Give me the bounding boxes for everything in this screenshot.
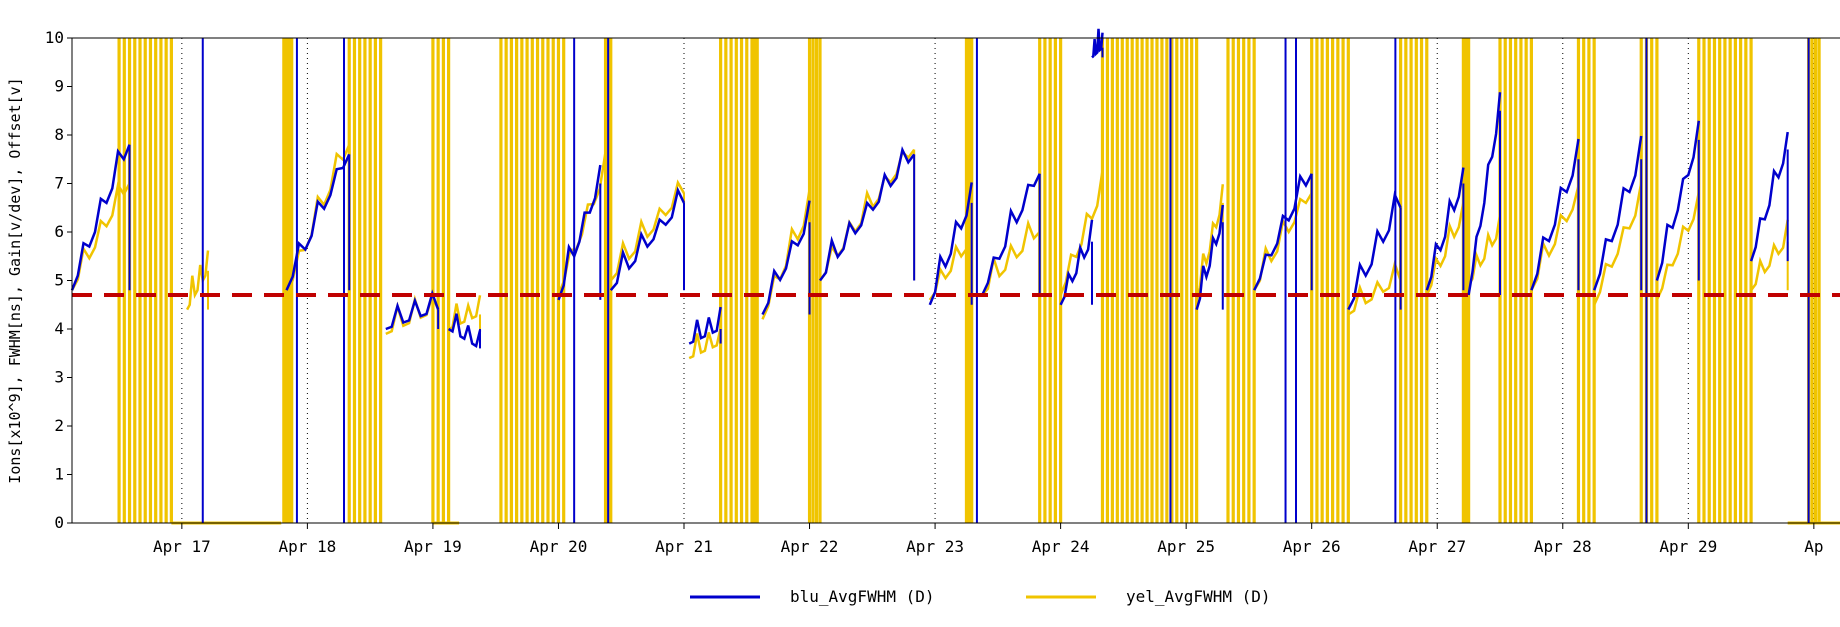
yel-ramp-7 xyxy=(609,179,686,282)
blu-ramp-22 xyxy=(1749,131,1789,262)
yel-spike-band-6 xyxy=(546,38,566,523)
yel-spike-band-1 xyxy=(117,38,173,523)
y-axis-title: Ions[x10^9], FWHM[ns], Gain[v/dev], Offs… xyxy=(6,77,24,483)
y-tick-label-10: 10 xyxy=(45,28,64,47)
yel-series-layer xyxy=(70,38,1840,525)
yel-spike-band-5 xyxy=(499,38,545,523)
legend-item-blu: blu_AvgFWHM (D) xyxy=(690,587,935,606)
x-tick-label-7: Apr 23 xyxy=(906,537,964,556)
yel-ramp-5 xyxy=(448,295,482,331)
blu-ramp-12 xyxy=(1059,219,1094,306)
x-tick-label-5: Apr 21 xyxy=(655,537,713,556)
blu-ramp-14 xyxy=(1195,204,1225,310)
x-tick-label-9: Apr 25 xyxy=(1157,537,1215,556)
blu-ramp-4 xyxy=(447,313,482,348)
yel-ramp-20 xyxy=(1593,182,1643,306)
yel-ramp-17 xyxy=(1425,201,1465,296)
blu-series-layer xyxy=(70,28,1810,523)
x-tick-label-13: Apr 29 xyxy=(1659,537,1717,556)
yel-spike-band-13 xyxy=(1100,38,1199,523)
blu-ramp-3 xyxy=(385,289,440,331)
x-tick-label-2: Apr 18 xyxy=(278,537,336,556)
blu-ramp-13 xyxy=(1091,28,1104,59)
x-tick-label-8: Apr 24 xyxy=(1032,537,1090,556)
y-tick-label-0: 0 xyxy=(54,513,64,532)
yel-ramp-12 xyxy=(981,218,1041,296)
blu-ramp-19 xyxy=(1530,138,1580,291)
blu-ramp-15 xyxy=(1253,173,1313,291)
blu-ramp-1 xyxy=(70,144,131,291)
y-tick-label-3: 3 xyxy=(54,368,64,387)
yel-spike-band-8 xyxy=(719,38,749,523)
y-tick-label-1: 1 xyxy=(54,465,64,484)
x-tick-label-14: Ap xyxy=(1804,537,1823,556)
yel-ramp-21 xyxy=(1655,191,1701,301)
blu-ramp-11 xyxy=(981,173,1041,296)
legend-item-yel: yel_AvgFWHM (D) xyxy=(1026,587,1271,606)
y-tick-label-4: 4 xyxy=(54,319,64,338)
legend: blu_AvgFWHM (D) yel_AvgFWHM (D) xyxy=(690,587,1271,606)
yel-ramp-10 xyxy=(818,148,916,282)
y-tick-label-9: 9 xyxy=(54,77,64,96)
yel-spike-band-16 xyxy=(1399,38,1429,523)
y-tick-label-6: 6 xyxy=(54,222,64,241)
yel-spike-band-4 xyxy=(431,38,451,523)
blu-ramp-5 xyxy=(557,164,602,301)
yel-spike-band-19 xyxy=(1576,38,1596,523)
blu-ramp-18 xyxy=(1467,92,1502,296)
yel-spike-band-15 xyxy=(1310,38,1350,523)
yel-ramp-3 xyxy=(285,144,351,296)
blu-ramp-17 xyxy=(1425,167,1465,291)
axes-layer: 0 1 2 3 4 5 6 7 8 9 10 Apr 17 Apr 18 Apr 19 Apr 20 Apr … xyxy=(45,28,1840,556)
yel-spike-band-14 xyxy=(1226,38,1256,523)
yel-ramp-16 xyxy=(1347,259,1402,316)
blu-ramp-7 xyxy=(688,306,722,345)
x-tick-label-11: Apr 27 xyxy=(1408,537,1466,556)
yel-spike-band-12 xyxy=(1038,38,1063,523)
y-tick-label-2: 2 xyxy=(54,416,64,435)
blu-ramp-16 xyxy=(1347,190,1402,311)
legend-item-blu-label: blu_AvgFWHM (D) xyxy=(790,587,935,606)
blu-ramp-20 xyxy=(1593,135,1643,291)
x-tick-label-12: Apr 28 xyxy=(1534,537,1592,556)
yel-ramp-15 xyxy=(1253,192,1313,291)
blu-ramp-9 xyxy=(818,146,916,282)
yel-spike-band-22 xyxy=(1807,38,1821,523)
legend-item-yel-label: yel_AvgFWHM (D) xyxy=(1126,587,1271,606)
blu-ramp-8 xyxy=(761,200,811,316)
grid-layer xyxy=(181,38,1815,523)
yel-spike-band-21 xyxy=(1697,38,1753,523)
x-tick-label-4: Apr 20 xyxy=(530,537,588,556)
blu-ramp-21 xyxy=(1655,120,1701,281)
x-tick-label-10: Apr 26 xyxy=(1283,537,1341,556)
yel-spike-band-3 xyxy=(347,38,383,523)
y-tick-label-8: 8 xyxy=(54,125,64,144)
yel-spike-band-18 xyxy=(1498,38,1533,523)
yel-ramp-19 xyxy=(1530,185,1580,291)
x-tick-label-6: Apr 22 xyxy=(781,537,839,556)
yel-ramp-8 xyxy=(688,327,722,360)
y-tick-label-5: 5 xyxy=(54,271,64,290)
blu-ramp-6 xyxy=(609,186,686,292)
yel-spike-band-9 xyxy=(750,38,759,523)
y-tick-label-7: 7 xyxy=(54,174,64,193)
yel-spike-band-10 xyxy=(807,38,822,523)
x-tick-label-1: Apr 17 xyxy=(153,537,211,556)
yel-ramp-22 xyxy=(1750,219,1789,291)
x-tick-label-3: Apr 19 xyxy=(404,537,462,556)
blu-ramp-10 xyxy=(928,182,973,306)
yel-ramp-18 xyxy=(1467,214,1502,286)
yel-ramp-2 xyxy=(186,250,210,311)
yel-spike-band-20 xyxy=(1639,38,1659,523)
